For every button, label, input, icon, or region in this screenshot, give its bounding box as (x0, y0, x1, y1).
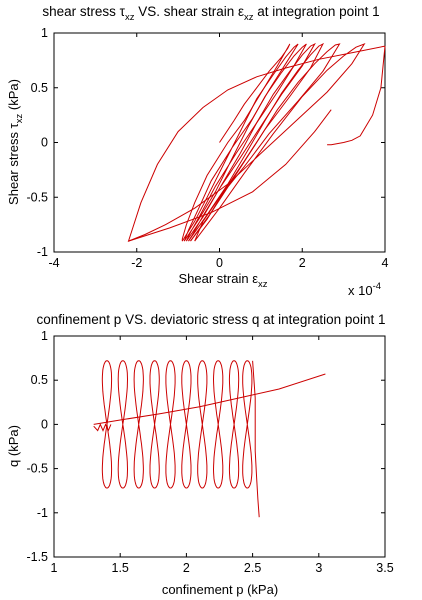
top-y-tick-label: 1 (41, 26, 48, 40)
bottom-loop (212, 360, 224, 489)
bottom-loop (149, 360, 160, 489)
bottom-x-tick-label: 2.5 (244, 561, 261, 575)
bottom-x-axis-label: confinement p (kPa) (162, 582, 278, 597)
top-series-line (128, 109, 332, 242)
top-y-tick-label: -1 (37, 245, 48, 259)
bottom-loop (133, 360, 144, 489)
top-series-line (127, 42, 386, 242)
bottom-loop (181, 360, 192, 489)
bottom-loop (101, 360, 113, 489)
top-x-tick-label: 4 (382, 256, 389, 270)
top-x-tick-label: -4 (48, 256, 59, 270)
top-x-tick-label: -2 (131, 256, 142, 270)
bottom-y-tick-label: 1 (41, 329, 48, 343)
bottom-y-tick-label: -1 (37, 506, 48, 520)
bottom-series-line (252, 360, 260, 518)
bottom-y-tick-label: -0.5 (26, 462, 48, 476)
bottom-series (93, 360, 326, 518)
top-chart: shear stress τxz VS. shear strain εxz at… (6, 4, 389, 298)
top-series-line (327, 46, 386, 146)
bottom-x-tick-label: 3 (315, 561, 322, 575)
bottom-x-tick-label: 1 (51, 561, 58, 575)
bottom-chart-title: confinement p VS. deviatoric stress q at… (37, 312, 386, 327)
top-y-tick-label: 0.5 (31, 81, 48, 95)
bottom-x-tick-label: 2 (183, 561, 190, 575)
bottom-ticks: 1 1.5 2 2.5 3 3.5 -1.5 -1 -0.5 0 0.5 1 (26, 329, 393, 575)
top-y-tick-label: 0 (41, 136, 48, 150)
bottom-plot-frame (53, 335, 386, 558)
bottom-x-tick-label: 1.5 (112, 561, 129, 575)
bottom-x-tick-label: 3.5 (376, 561, 393, 575)
top-series-line (181, 43, 299, 242)
bottom-y-tick-label: -1.5 (26, 550, 48, 564)
bottom-y-axis-label: q (kPa) (6, 425, 21, 467)
top-series-line (185, 42, 316, 242)
bottom-loop (117, 360, 129, 489)
bottom-chart: confinement p VS. deviatoric stress q at… (6, 312, 394, 597)
top-series (127, 42, 386, 242)
top-x-multiplier: x 10-4 (348, 281, 381, 298)
top-x-axis-label: Shear strain εxz (179, 271, 268, 290)
top-chart-title: shear stress τxz VS. shear strain εxz at… (42, 4, 379, 23)
bottom-loop (228, 360, 240, 489)
top-series-line (183, 43, 307, 242)
bottom-loop (165, 360, 176, 489)
bottom-y-tick-label: 0 (41, 417, 48, 431)
top-x-tick-label: 2 (299, 256, 306, 270)
top-y-axis-label: Shear stress τxz (kPa) (6, 79, 25, 205)
top-y-tick-label: -0.5 (26, 190, 48, 204)
bottom-y-tick-label: 0.5 (31, 373, 48, 387)
bottom-loop (242, 360, 253, 489)
bottom-loop (197, 360, 208, 489)
top-x-tick-label: 0 (216, 256, 223, 270)
top-ticks: -4 -2 0 2 4 -1 -0.5 0 0.5 1 (26, 26, 388, 270)
